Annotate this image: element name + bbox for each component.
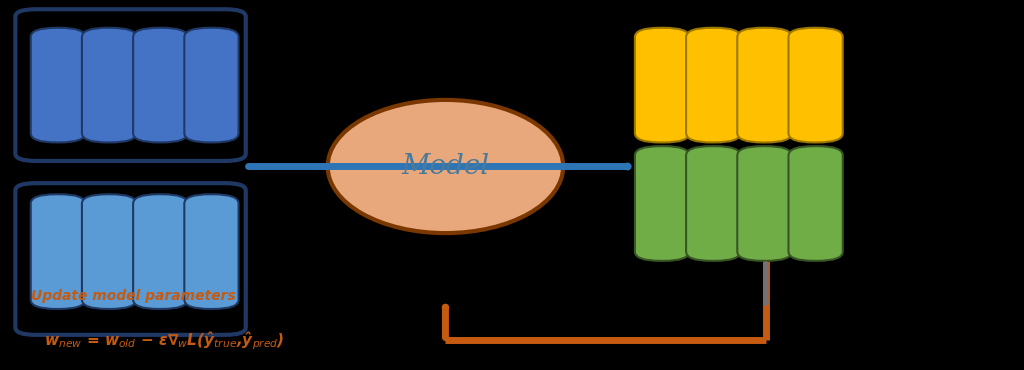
FancyBboxPatch shape bbox=[15, 183, 246, 335]
FancyBboxPatch shape bbox=[635, 146, 689, 261]
FancyBboxPatch shape bbox=[788, 146, 843, 261]
FancyBboxPatch shape bbox=[788, 28, 843, 142]
FancyBboxPatch shape bbox=[15, 9, 246, 161]
FancyBboxPatch shape bbox=[133, 28, 187, 142]
FancyBboxPatch shape bbox=[31, 194, 85, 309]
FancyBboxPatch shape bbox=[31, 28, 85, 142]
FancyBboxPatch shape bbox=[133, 194, 187, 309]
Text: w$_{new}$ = w$_{old}$ − ε∇$_{w}$L(ŷ$_{true}$,ŷ$_{pred}$): w$_{new}$ = w$_{old}$ − ε∇$_{w}$L(ŷ$_{tr… bbox=[44, 329, 284, 352]
FancyBboxPatch shape bbox=[184, 28, 239, 142]
FancyBboxPatch shape bbox=[635, 28, 689, 142]
FancyBboxPatch shape bbox=[82, 194, 136, 309]
FancyBboxPatch shape bbox=[686, 146, 740, 261]
FancyBboxPatch shape bbox=[737, 28, 792, 142]
FancyBboxPatch shape bbox=[184, 194, 239, 309]
Text: Update model parameters: Update model parameters bbox=[31, 289, 236, 303]
FancyBboxPatch shape bbox=[82, 28, 136, 142]
Text: Model: Model bbox=[401, 153, 489, 180]
Ellipse shape bbox=[328, 100, 563, 233]
FancyBboxPatch shape bbox=[686, 28, 740, 142]
FancyBboxPatch shape bbox=[737, 146, 792, 261]
